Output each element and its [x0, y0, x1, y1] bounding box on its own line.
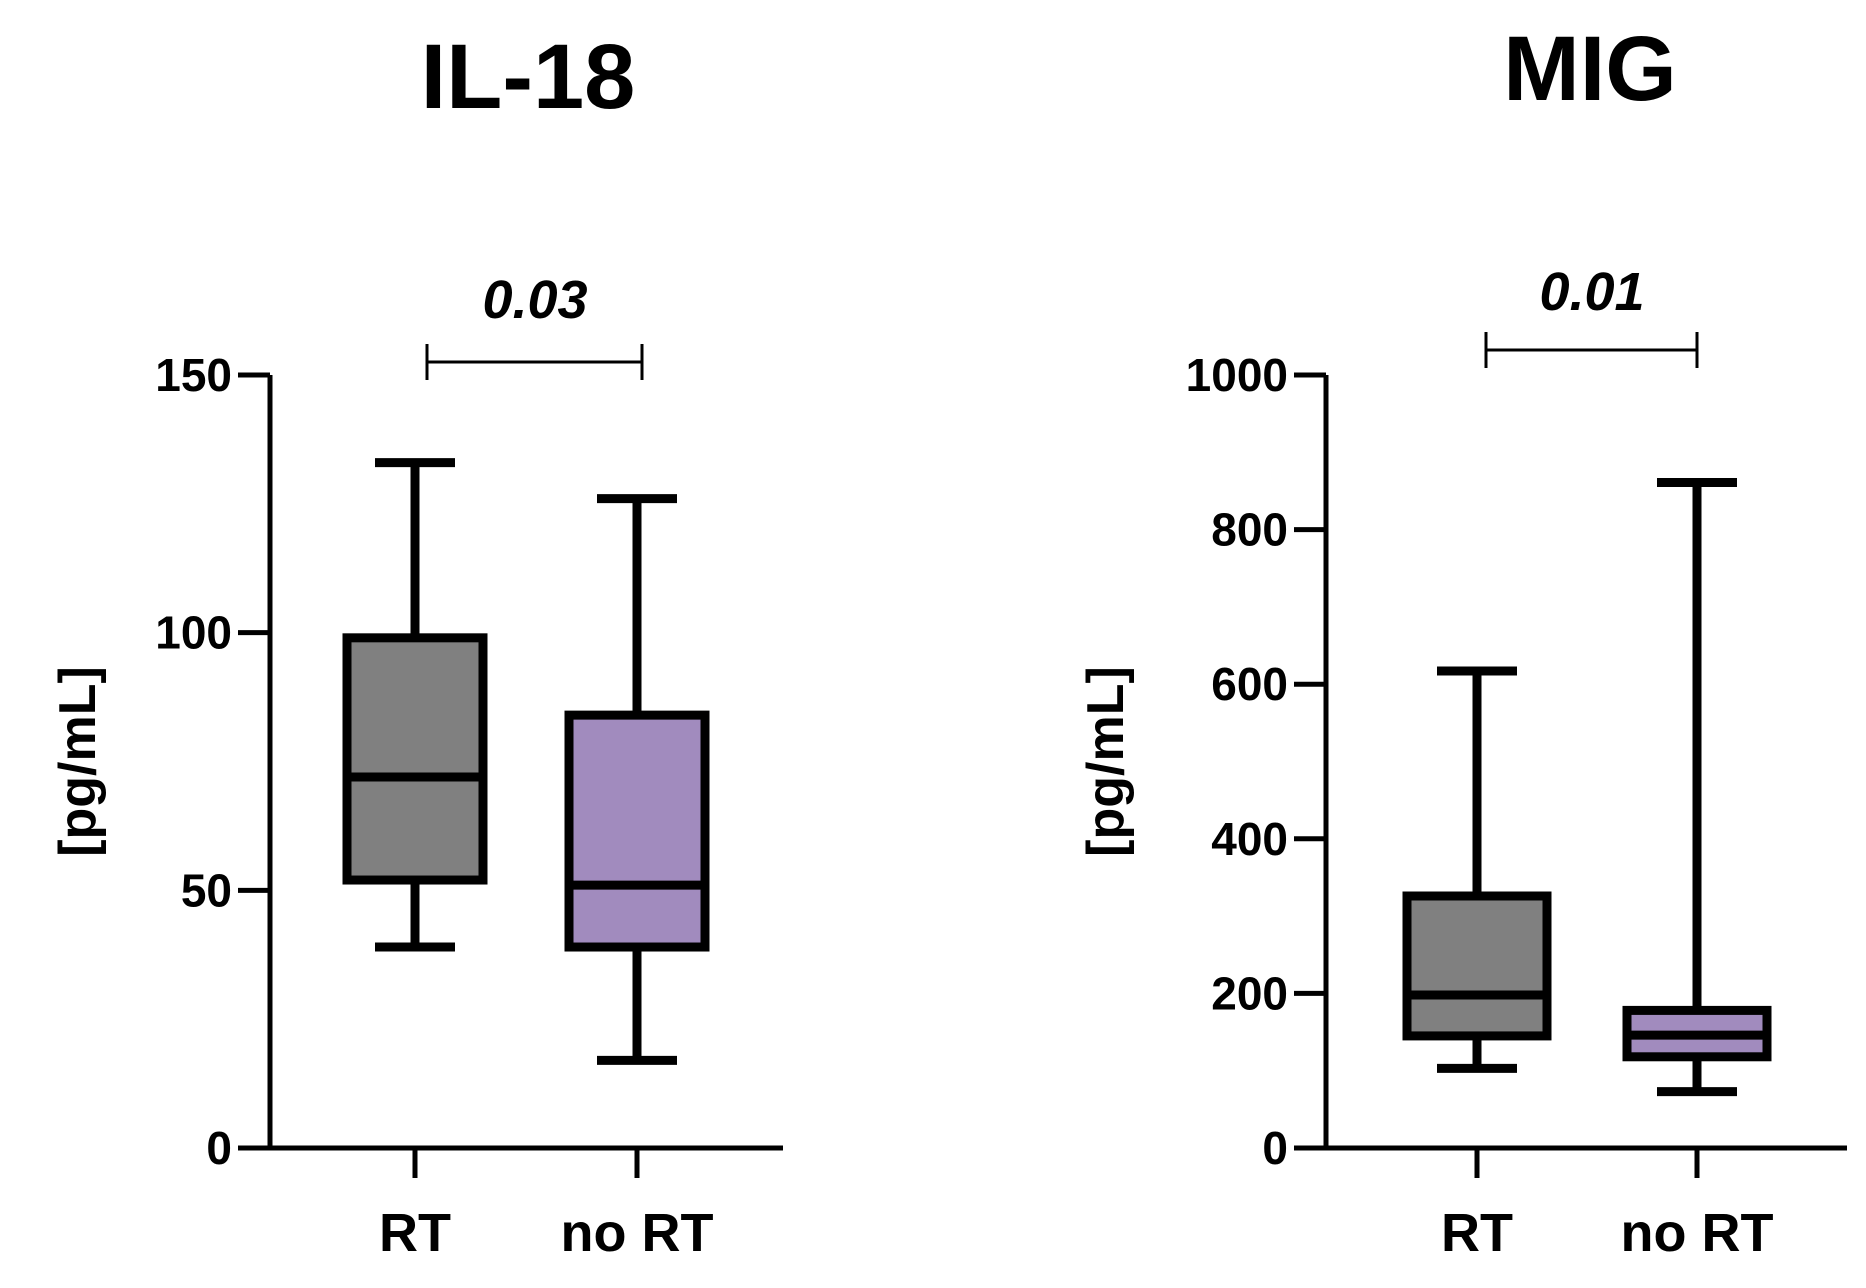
x-tick-label: no RT	[561, 1203, 714, 1263]
chart-title: IL-18	[421, 26, 636, 128]
x-tick-label: RT	[1441, 1203, 1513, 1263]
p-value-label: 0.01	[1539, 262, 1644, 322]
panel-mig: MIG [pg/mL] 0 200 400 600 800 1000 RT no RT 0.01	[1077, 18, 1847, 1263]
y-axis-label: [pg/mL]	[49, 666, 107, 857]
y-tick-label: 400	[1211, 813, 1288, 865]
y-axis-label: [pg/mL]	[1077, 666, 1135, 857]
y-tick-label: 50	[181, 864, 232, 916]
box-rt	[342, 633, 488, 885]
y-tick-label: 800	[1211, 504, 1288, 556]
y-tick-label: 100	[155, 607, 232, 659]
x-tick-label: RT	[379, 1203, 451, 1263]
y-tick-label: 150	[155, 349, 232, 401]
p-value-label: 0.03	[482, 270, 587, 330]
chart-title: MIG	[1503, 18, 1677, 120]
panel-il18: IL-18 [pg/mL] 0 50 100 150 RT no RT 0.03	[49, 26, 783, 1263]
y-tick-label: 1000	[1186, 349, 1288, 401]
box-rt	[1402, 891, 1552, 1041]
y-tick-label: 200	[1211, 967, 1288, 1019]
y-tick-label: 0	[1262, 1122, 1288, 1174]
box-no-rt	[564, 710, 710, 952]
y-tick-label: 600	[1211, 658, 1288, 710]
x-tick-label: no RT	[1621, 1203, 1774, 1263]
y-tick-label: 0	[206, 1122, 232, 1174]
